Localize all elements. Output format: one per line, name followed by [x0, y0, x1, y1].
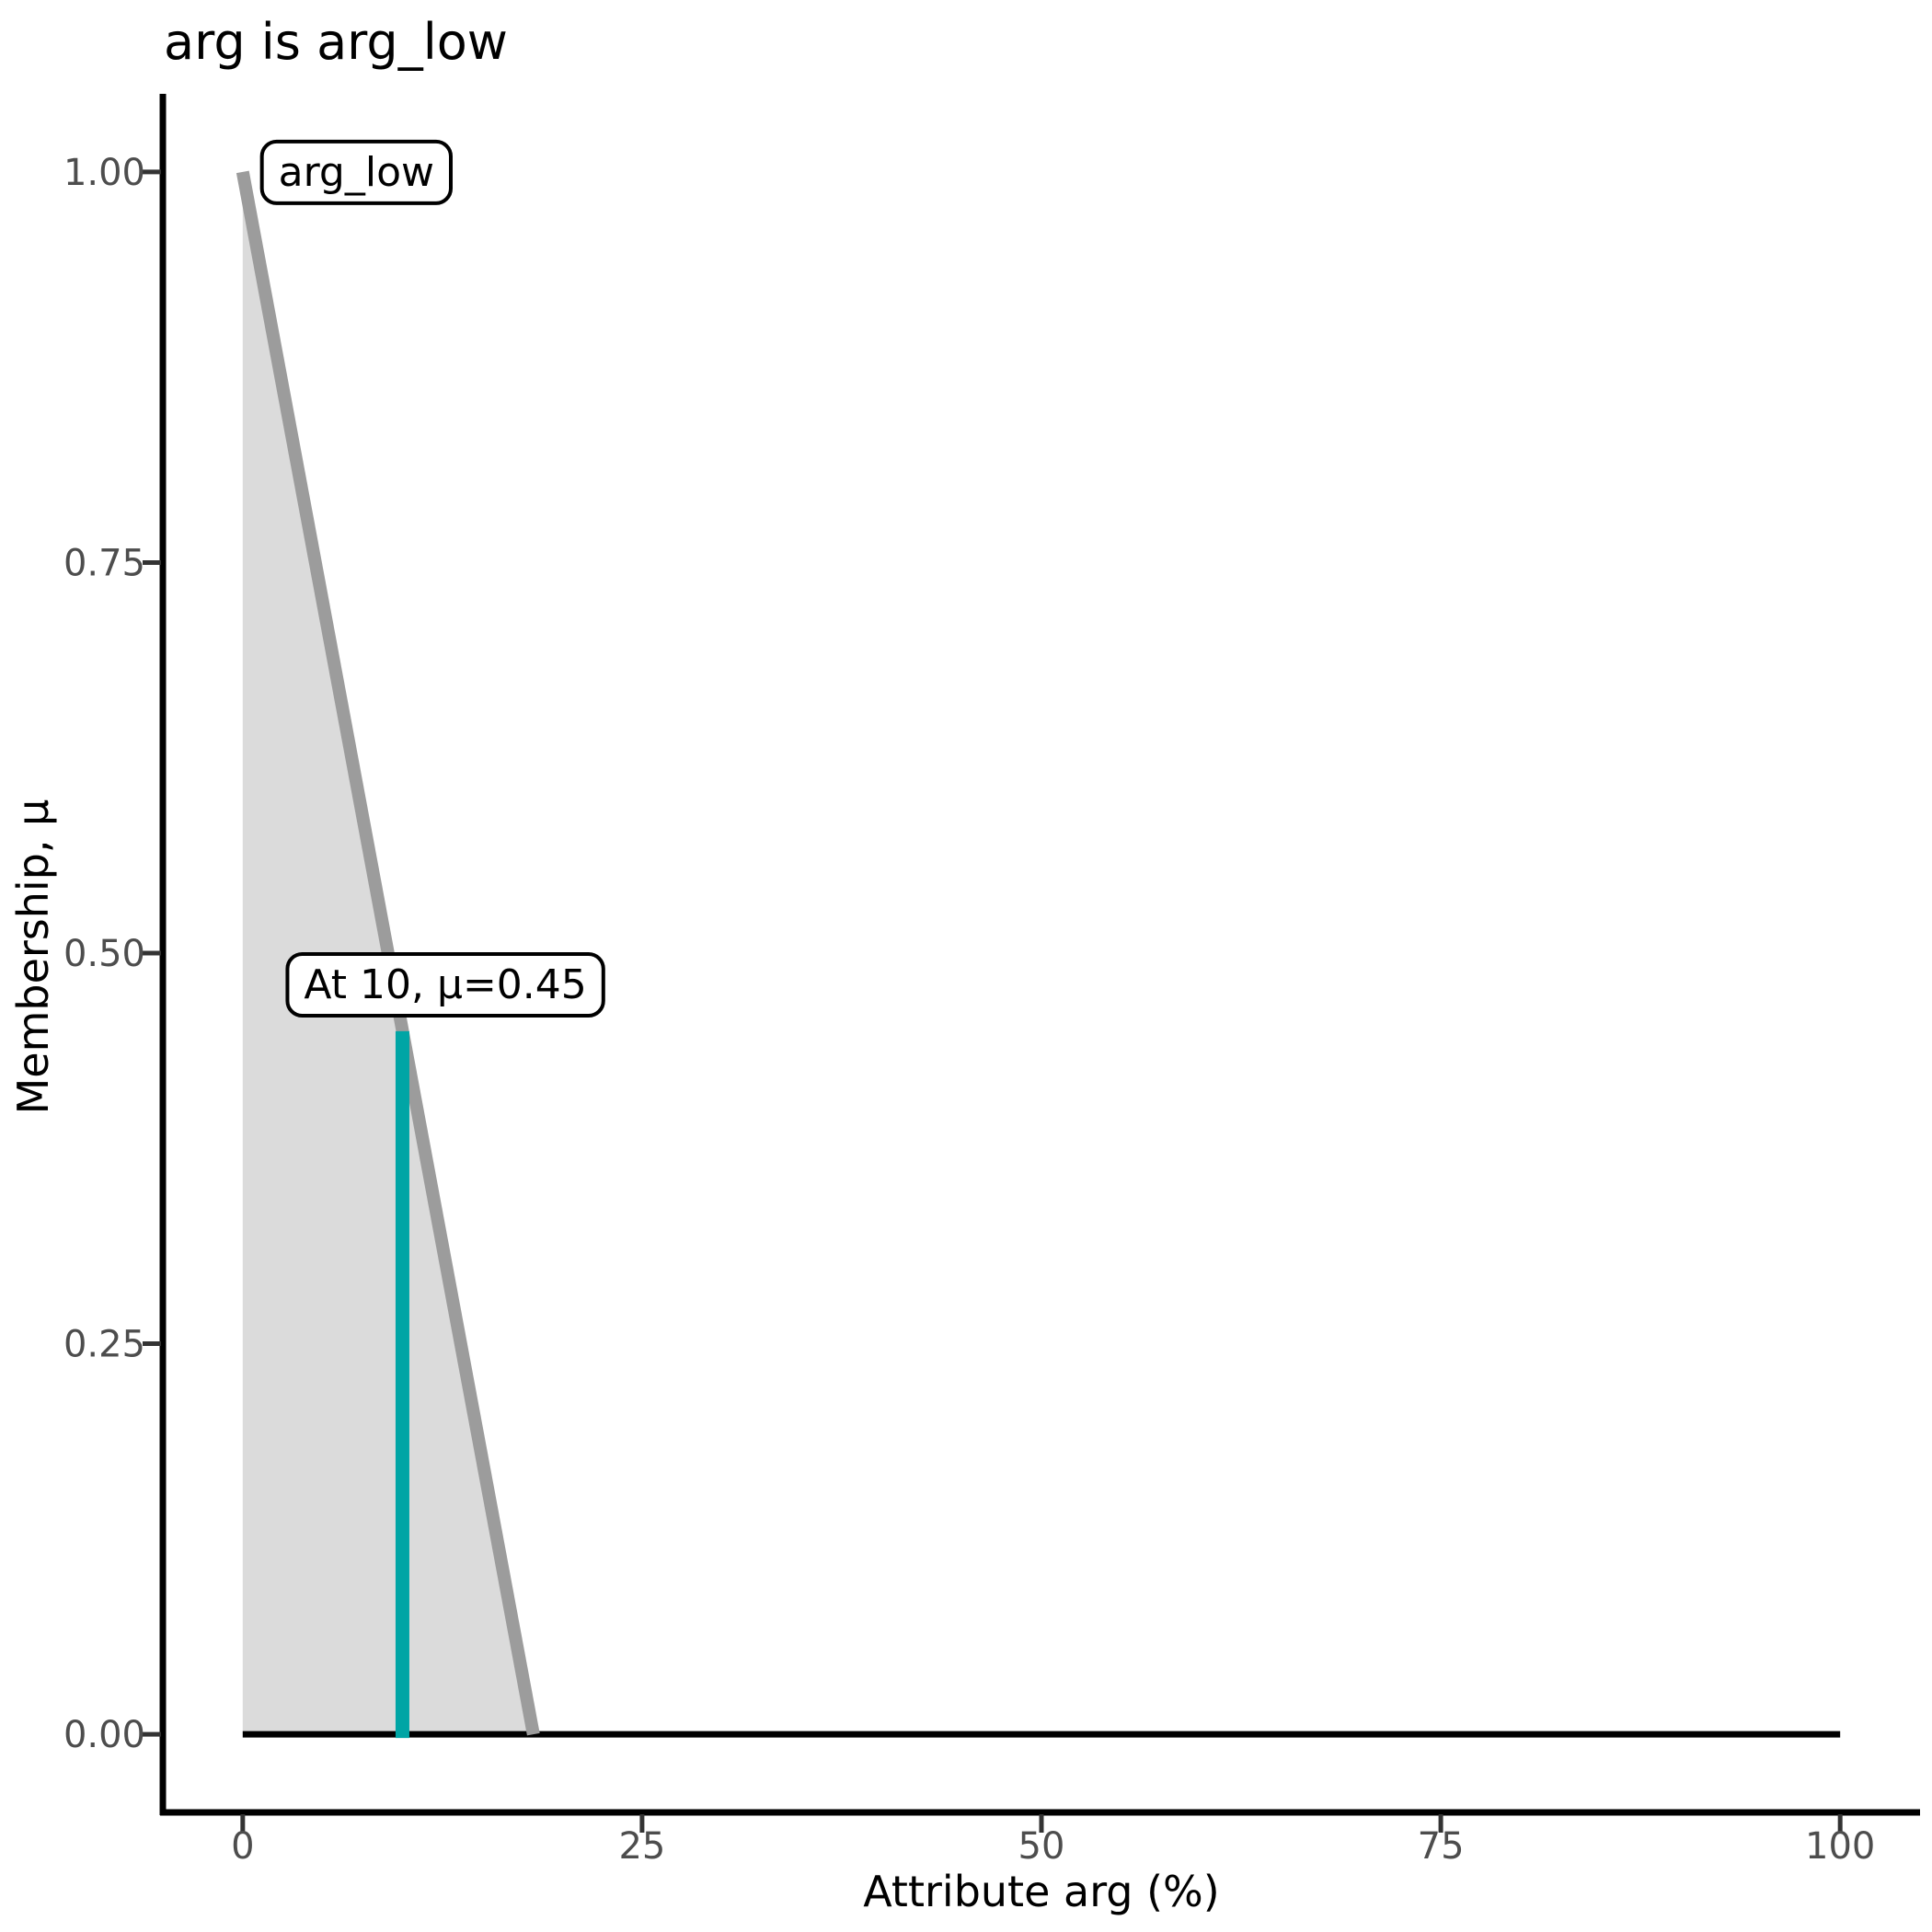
y-tick-label: 1.00: [63, 152, 145, 194]
marker-label: At 10, μ=0.45: [285, 951, 605, 1018]
x-tick-label: 75: [1418, 1825, 1465, 1868]
set-label-text: arg_low: [279, 149, 434, 196]
y-tick-label: 0.50: [63, 933, 145, 975]
marker-label-box: [285, 951, 605, 1018]
x-tick-label: 50: [1018, 1825, 1065, 1868]
x-tick-label: 25: [618, 1825, 665, 1868]
y-tick-label: 0.00: [63, 1714, 145, 1756]
x-tick-label: 100: [1805, 1825, 1875, 1868]
x-axis-title: Attribute arg (%): [863, 1867, 1219, 1916]
set-label: arg_low: [259, 139, 453, 205]
x-axis-ticks: 0 25 50 75 100: [231, 1814, 1875, 1868]
set-label-box: [259, 139, 453, 205]
y-tick-label: 0.25: [63, 1324, 145, 1366]
axes-spines: [159, 94, 1920, 1816]
y-axis-title: Membership, μ: [8, 799, 58, 1115]
y-axis-ticks: 0.00 0.25 0.50 0.75 1.00: [63, 152, 161, 1756]
x-tick-label: 0: [231, 1825, 254, 1868]
chart-title: arg is arg_low: [164, 13, 508, 71]
y-tick-label: 0.75: [63, 542, 145, 584]
marker-label-text: At 10, μ=0.45: [304, 961, 586, 1008]
